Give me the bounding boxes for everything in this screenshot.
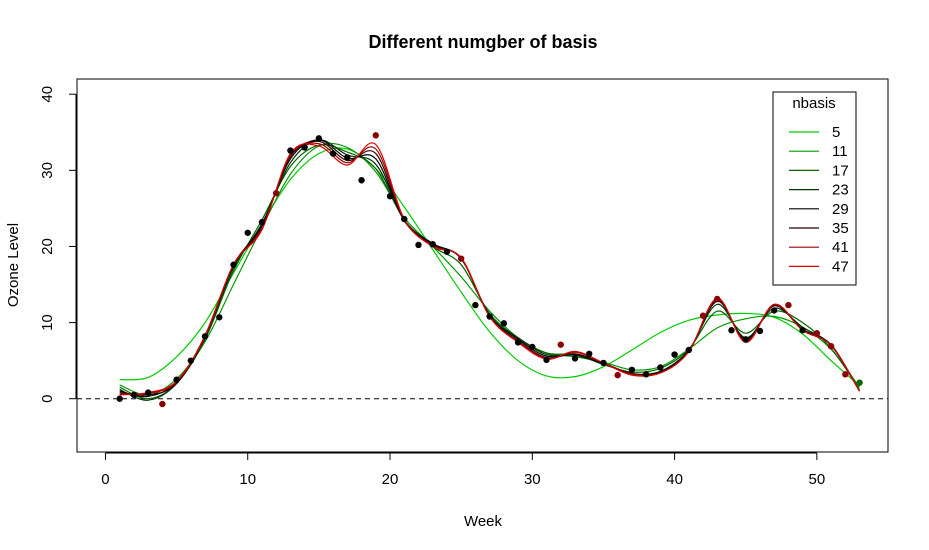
data-point	[429, 240, 436, 248]
data-point	[699, 312, 707, 319]
data-point	[358, 177, 365, 184]
data-point	[827, 342, 835, 350]
data-point	[770, 307, 778, 314]
data-point	[159, 400, 166, 408]
series-line-5	[119, 147, 860, 387]
data-point	[742, 336, 749, 343]
data-point	[244, 229, 251, 236]
data-point	[529, 343, 536, 351]
data-point	[600, 359, 607, 367]
data-point	[230, 261, 237, 268]
data-point	[187, 357, 195, 364]
data-point	[315, 135, 323, 142]
y-tick-label: 30	[39, 162, 56, 179]
data-point	[287, 147, 294, 154]
x-tick-label: 0	[101, 471, 109, 488]
data-point	[785, 301, 792, 309]
data-point	[457, 255, 465, 262]
data-point	[642, 371, 650, 378]
data-point	[401, 215, 408, 223]
legend-label-23: 23	[832, 182, 849, 199]
points-layer	[116, 132, 863, 408]
data-point	[856, 379, 863, 386]
data-point	[500, 320, 508, 327]
data-point	[799, 327, 806, 334]
data-point	[144, 389, 152, 396]
data-point	[628, 366, 636, 373]
data-point	[386, 193, 394, 200]
data-point	[201, 333, 209, 340]
data-point	[514, 339, 522, 346]
data-point	[130, 391, 138, 399]
series-line-29	[119, 139, 861, 398]
data-point	[813, 330, 821, 337]
chart-title: Different numgber of basis	[368, 32, 597, 52]
y-axis-label: Ozone Level	[5, 223, 22, 307]
data-point	[344, 154, 351, 161]
series-line-35	[119, 140, 861, 396]
legend-label-11: 11	[832, 143, 848, 160]
legend-label-29: 29	[832, 201, 849, 218]
y-tick-label: 20	[39, 238, 56, 255]
legend-label-41: 41	[832, 239, 849, 256]
data-point	[486, 313, 493, 320]
y-tick-label: 10	[39, 314, 56, 331]
x-tick-label: 10	[239, 471, 256, 488]
data-point	[173, 376, 180, 383]
y-axis: 0 10 20 30 40	[39, 86, 77, 403]
plot-frame	[76, 78, 889, 453]
data-point	[272, 189, 280, 197]
data-point	[258, 218, 266, 226]
x-tick-label: 20	[382, 471, 399, 488]
series-line-47	[119, 142, 861, 396]
data-point	[216, 314, 223, 321]
data-point	[614, 371, 621, 379]
legend: nbasis 5 11 17 23 29 35 41 47	[772, 91, 857, 286]
x-tick-label: 40	[666, 471, 683, 488]
legend-label-47: 47	[832, 258, 849, 275]
data-point	[543, 356, 550, 364]
series-line-41	[119, 142, 861, 396]
data-point	[329, 150, 337, 157]
legend-box	[772, 91, 857, 286]
data-point	[116, 395, 123, 402]
data-point	[372, 132, 379, 139]
x-axis: 0 10 20 30 40 50	[101, 452, 826, 488]
data-point	[657, 364, 664, 371]
y-tick-label: 0	[39, 395, 56, 403]
y-tick-label: 40	[39, 86, 56, 103]
data-point	[557, 341, 564, 348]
data-point	[472, 301, 479, 309]
x-axis-label: Week	[464, 513, 503, 530]
data-point	[671, 351, 678, 358]
x-tick-label: 30	[524, 471, 541, 488]
data-point	[571, 355, 579, 362]
series-layer	[119, 139, 861, 401]
data-point	[714, 295, 721, 303]
legend-label-17: 17	[832, 162, 849, 179]
data-point	[586, 350, 593, 358]
data-point	[756, 327, 764, 335]
series-line-11	[119, 142, 860, 396]
data-point	[443, 248, 451, 255]
data-point	[728, 327, 735, 334]
legend-label-5: 5	[832, 124, 840, 141]
legend-label-35: 35	[832, 220, 849, 237]
data-point	[301, 144, 308, 151]
x-tick-label: 50	[809, 471, 826, 488]
legend-title: nbasis	[792, 95, 835, 112]
data-point	[842, 371, 849, 378]
data-point	[685, 346, 693, 354]
data-point	[415, 241, 422, 249]
